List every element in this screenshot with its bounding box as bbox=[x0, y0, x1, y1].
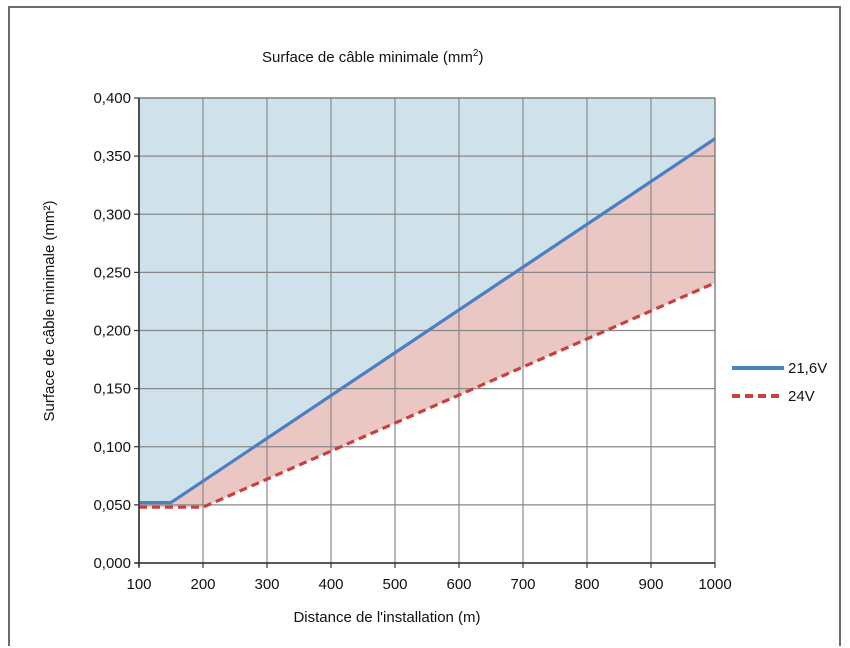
upper-region-fill bbox=[139, 98, 715, 503]
y-tick-label: 0,000 bbox=[93, 555, 131, 572]
x-tick-label: 100 bbox=[126, 576, 151, 593]
x-tick-label: 400 bbox=[318, 576, 343, 593]
x-tick-label: 600 bbox=[446, 576, 471, 593]
chart-title-sup: 2 bbox=[473, 48, 479, 59]
x-axis-label: Distance de l'installation (m) bbox=[293, 609, 480, 626]
x-tick-label: 200 bbox=[190, 576, 215, 593]
y-tick-label: 0,200 bbox=[93, 323, 131, 340]
y-tick-label: 0,350 bbox=[93, 148, 131, 165]
x-tick-label: 700 bbox=[510, 576, 535, 593]
y-tick-label: 0,050 bbox=[93, 497, 131, 514]
y-tick-label: 0,300 bbox=[93, 206, 131, 223]
y-axis-label: Surface de câble minimale (mm²) bbox=[41, 201, 58, 422]
x-tick-label: 800 bbox=[574, 576, 599, 593]
y-tick-label: 0,150 bbox=[93, 381, 131, 398]
chart-svg: Surface de câble minimale (mm2) 100 200 30… bbox=[41, 48, 827, 626]
chart-title: Surface de câble minimale (mm2) bbox=[262, 48, 483, 66]
series-line-1 bbox=[139, 281, 716, 509]
chart-title-end: ) bbox=[478, 49, 483, 66]
chart-frame: Surface de câble minimale (mm2) 100 200 30… bbox=[8, 6, 841, 646]
legend-label-0: 21,6V bbox=[788, 360, 827, 377]
x-tick-label: 1000 bbox=[698, 576, 731, 593]
series-line-0 bbox=[139, 137, 716, 505]
x-tick-label: 900 bbox=[638, 576, 663, 593]
legend-label-1: 24V bbox=[788, 388, 815, 405]
x-tick-label: 300 bbox=[254, 576, 279, 593]
between-region-fill bbox=[139, 138, 715, 508]
chart-title-main: Surface de câble minimale (mm bbox=[262, 49, 473, 66]
x-tick-label: 500 bbox=[382, 576, 407, 593]
y-tick-label: 0,400 bbox=[93, 90, 131, 107]
y-tick-label: 0,100 bbox=[93, 439, 131, 456]
y-tick-label: 0,250 bbox=[93, 264, 131, 281]
